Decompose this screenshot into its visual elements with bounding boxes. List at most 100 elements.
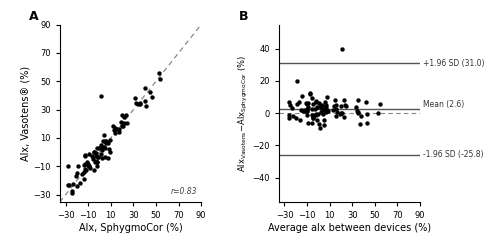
Point <box>298 109 306 113</box>
Point <box>101 139 109 143</box>
Point <box>332 103 340 107</box>
Point <box>316 104 324 108</box>
Point <box>119 123 127 127</box>
Point <box>118 113 126 117</box>
Point <box>336 111 344 115</box>
Point <box>115 130 123 134</box>
Point <box>69 182 77 186</box>
Point <box>300 108 308 112</box>
Point <box>338 47 345 51</box>
Point <box>90 168 98 172</box>
Point <box>96 152 104 155</box>
Point <box>322 103 330 107</box>
Point <box>300 109 308 113</box>
Point <box>304 121 312 125</box>
Point <box>341 103 349 107</box>
Point <box>304 108 312 112</box>
Point <box>94 160 102 164</box>
Point <box>102 141 110 145</box>
Point <box>310 116 318 120</box>
Point <box>74 164 82 168</box>
Point <box>318 112 326 116</box>
Point <box>82 168 90 171</box>
Point <box>322 108 330 111</box>
Point <box>102 139 110 143</box>
Point <box>284 116 292 120</box>
Point <box>340 98 348 102</box>
Point <box>81 154 89 158</box>
Point <box>302 102 310 106</box>
Point <box>302 101 310 105</box>
Point <box>297 108 305 112</box>
Point <box>83 160 91 164</box>
Point <box>340 115 348 119</box>
X-axis label: Alx, SphygmoCor (%): Alx, SphygmoCor (%) <box>78 223 182 232</box>
Point <box>312 113 320 117</box>
Point <box>311 107 319 111</box>
Point <box>292 116 300 120</box>
Point <box>104 156 112 160</box>
Point <box>312 100 320 104</box>
Point <box>101 146 109 150</box>
Point <box>142 104 150 108</box>
Point <box>98 145 106 149</box>
Point <box>136 102 144 106</box>
Point <box>318 107 326 110</box>
Point <box>105 147 113 151</box>
Point <box>296 118 304 122</box>
Text: Mean (2.6): Mean (2.6) <box>423 100 464 109</box>
Point <box>90 150 98 154</box>
Point <box>336 112 344 116</box>
Point <box>334 110 342 114</box>
Point <box>146 90 154 94</box>
Point <box>84 164 92 168</box>
Point <box>72 184 80 188</box>
Point <box>118 124 126 128</box>
Point <box>80 177 88 181</box>
Y-axis label: Alx, Vasotens® (%): Alx, Vasotens® (%) <box>20 66 30 161</box>
Point <box>312 112 320 116</box>
Point <box>104 141 112 145</box>
Point <box>76 181 84 185</box>
Point <box>98 148 106 152</box>
Point <box>88 154 96 158</box>
Text: B: B <box>240 10 249 23</box>
Point <box>109 124 117 128</box>
Point <box>102 140 110 144</box>
Text: r=0.83: r=0.83 <box>170 187 197 196</box>
Point <box>68 191 76 195</box>
Point <box>132 101 140 105</box>
Point <box>330 104 338 108</box>
Point <box>80 170 88 174</box>
Point <box>356 122 364 126</box>
Point <box>316 126 324 130</box>
Point <box>148 95 156 99</box>
Point <box>338 111 346 115</box>
Point <box>134 102 142 106</box>
Point <box>304 113 312 117</box>
Point <box>376 103 384 107</box>
Point <box>303 108 311 112</box>
Point <box>122 113 130 117</box>
Point <box>100 133 108 137</box>
Point <box>136 101 143 105</box>
Point <box>314 111 322 115</box>
Point <box>315 101 323 105</box>
Point <box>140 86 148 90</box>
Point <box>306 91 314 95</box>
Point <box>84 164 92 168</box>
Point <box>364 112 372 116</box>
Point <box>309 114 317 118</box>
Point <box>374 111 382 115</box>
Point <box>68 189 76 193</box>
Point <box>106 138 114 142</box>
Point <box>94 155 102 159</box>
Point <box>304 101 312 105</box>
Point <box>80 163 88 167</box>
Point <box>293 79 301 83</box>
Point <box>140 99 148 103</box>
Text: A: A <box>29 10 38 23</box>
Point <box>320 100 328 104</box>
Point <box>98 156 106 160</box>
Point <box>84 164 92 168</box>
